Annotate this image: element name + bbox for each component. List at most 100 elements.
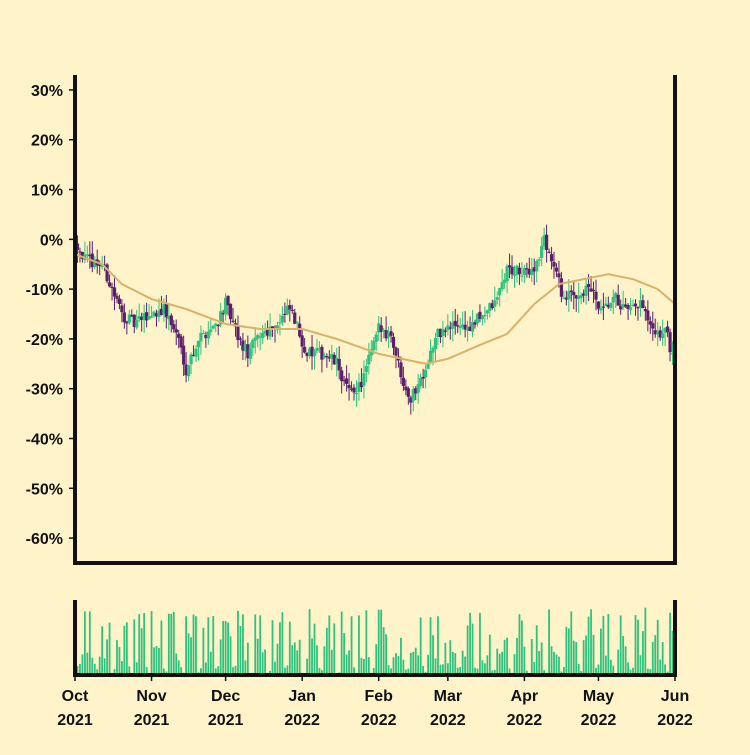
candle-body [609, 303, 612, 308]
volume-bar [242, 614, 244, 675]
y-tick-label: -10% [26, 282, 63, 299]
candle-body [345, 378, 348, 383]
volume-bar [444, 643, 446, 675]
candle-body [293, 313, 296, 324]
volume-bar [472, 624, 474, 675]
candle-body [108, 282, 111, 286]
candle-body [518, 268, 521, 275]
candle-body [352, 388, 355, 393]
volume-bar [499, 654, 501, 675]
volume-bar [326, 628, 328, 675]
candle-body [426, 364, 429, 369]
candle-body [545, 235, 548, 250]
volume-bar [568, 628, 570, 675]
candle-body [301, 335, 304, 346]
candle-body [197, 341, 200, 347]
volume-bar [385, 634, 387, 675]
volume-bar [570, 611, 572, 675]
volume-bar [99, 657, 101, 675]
volume-bar [225, 621, 227, 675]
volume-bar [523, 647, 525, 675]
volume-bar [175, 654, 177, 675]
candle-body [182, 346, 185, 365]
volume-bar [351, 616, 353, 675]
candle-body [207, 332, 210, 339]
x-tick-year-label: 2022 [507, 712, 543, 729]
volume-bar [123, 626, 125, 675]
volume-bar [84, 611, 86, 675]
candle-body [123, 312, 126, 322]
candle-body [651, 323, 654, 328]
volume-bar [190, 637, 192, 675]
x-tick-year-label: 2022 [430, 712, 466, 729]
volume-bar [220, 639, 222, 675]
candle-body [668, 332, 671, 352]
candle-body [347, 385, 350, 388]
volume-bar [323, 646, 325, 675]
candle-body [236, 327, 239, 340]
volume-bar [195, 616, 197, 675]
volume-bar [244, 660, 246, 675]
volume-bar [464, 657, 466, 675]
x-tick-month-label: Feb [364, 688, 393, 705]
candle-body [291, 310, 294, 311]
volume-bar [291, 645, 293, 675]
volume-bar [662, 642, 664, 675]
volume-bar [654, 635, 656, 675]
volume-bar [361, 658, 363, 675]
y-tick-label: -20% [26, 332, 63, 349]
candle-body [115, 296, 118, 299]
candle-body [550, 254, 553, 261]
volume-bar [415, 648, 417, 675]
candle-body [251, 340, 254, 348]
candle-body [281, 316, 284, 323]
candle-body [313, 351, 316, 356]
candle-body [150, 316, 153, 317]
candle-body [560, 278, 563, 297]
volume-bar [417, 655, 419, 675]
volume-bar [341, 612, 343, 675]
volume-bar [427, 655, 429, 675]
candle-body [231, 321, 234, 322]
candle-body [510, 267, 513, 274]
candle-body [441, 329, 444, 336]
volume-bar [506, 638, 508, 675]
volume-bar [575, 642, 577, 675]
volume-bar [289, 622, 291, 675]
candle-body [229, 304, 232, 319]
volume-bar [496, 649, 498, 675]
candle-body [296, 322, 299, 323]
volume-bar [188, 633, 190, 675]
volume-bar [652, 642, 654, 675]
volume-bar [501, 652, 503, 675]
volume-bar [605, 656, 607, 675]
y-tick-label: -50% [26, 481, 63, 498]
candle-body [557, 273, 560, 277]
candle-body [666, 326, 669, 332]
candle-body [538, 259, 541, 261]
candle-body [212, 326, 215, 329]
volume-bar [311, 638, 313, 675]
volume-bar [358, 615, 360, 675]
volume-bar [158, 648, 160, 675]
volume-bar [449, 640, 451, 675]
volume-bar [210, 652, 212, 675]
volume-bar [635, 615, 637, 675]
volume-bar [588, 617, 590, 675]
candle-body [567, 291, 570, 299]
volume-bar [516, 638, 518, 675]
candle-body [552, 262, 555, 267]
candle-body [535, 261, 538, 271]
candle-body [338, 359, 341, 370]
candle-body [389, 331, 392, 336]
candle-body [585, 286, 588, 296]
volume-bar [482, 660, 484, 675]
x-tick-month-label: Oct [62, 688, 89, 705]
volume-bar [82, 654, 84, 675]
y-tick-label: -60% [26, 531, 63, 548]
volume-bar [430, 617, 432, 675]
volume-bar [669, 613, 671, 675]
x-tick-year-label: 2021 [57, 712, 93, 729]
y-tick-label: 20% [31, 133, 63, 150]
candle-body [394, 347, 397, 355]
